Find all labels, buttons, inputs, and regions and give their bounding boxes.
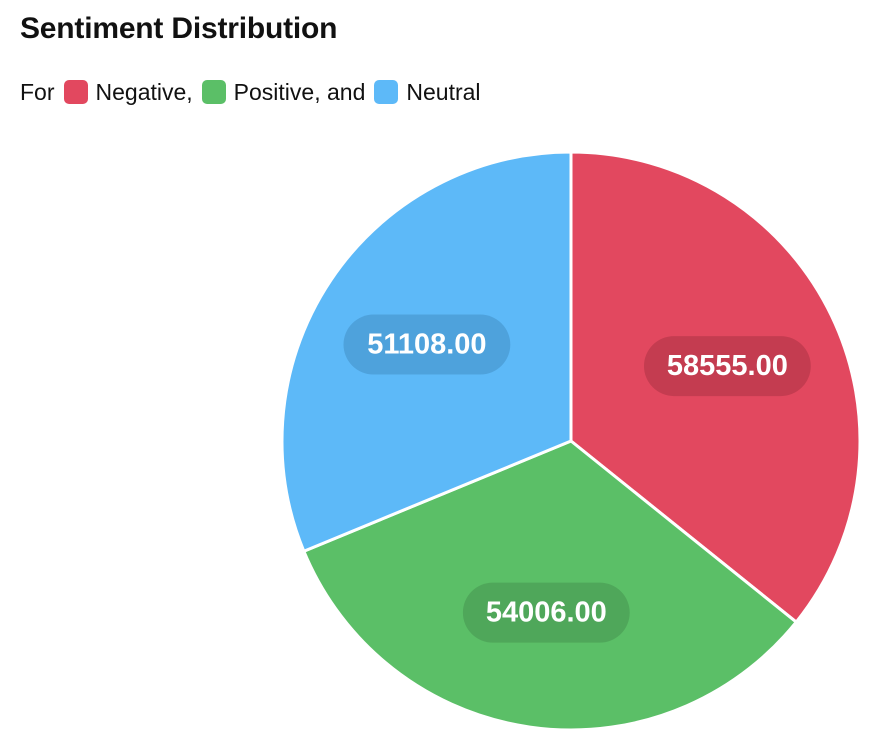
value-label-bg-neutral [343,314,511,375]
value-label-negative: 58555.00 [667,350,788,382]
legend-swatch-neutral [374,80,399,104]
legend-label-positive: Positive, and [233,79,366,105]
legend-item-negative: Negative, [63,76,193,108]
value-label-bg-positive [462,582,630,643]
legend-item-positive: Positive, and [201,76,366,108]
value-label-bg-negative [643,336,811,397]
pie-value-labels: 58555.00 54006.00 51108.00 [343,314,811,643]
value-label-neutral: 51108.00 [367,329,486,361]
value-label-positive: 54006.00 [486,597,607,629]
legend-swatch-positive [201,80,226,104]
legend-label-negative: Negative, [95,79,193,105]
legend-label-neutral: Neutral [406,79,481,105]
legend-prefix: For [20,79,55,105]
legend-swatch-negative [63,80,88,104]
chart-title: Sentiment Distribution [20,12,338,45]
chart-legend: For Negative, Positive, and Neutral [20,76,481,108]
legend-item-neutral: Neutral [374,76,481,108]
pie-slices [280,150,862,732]
